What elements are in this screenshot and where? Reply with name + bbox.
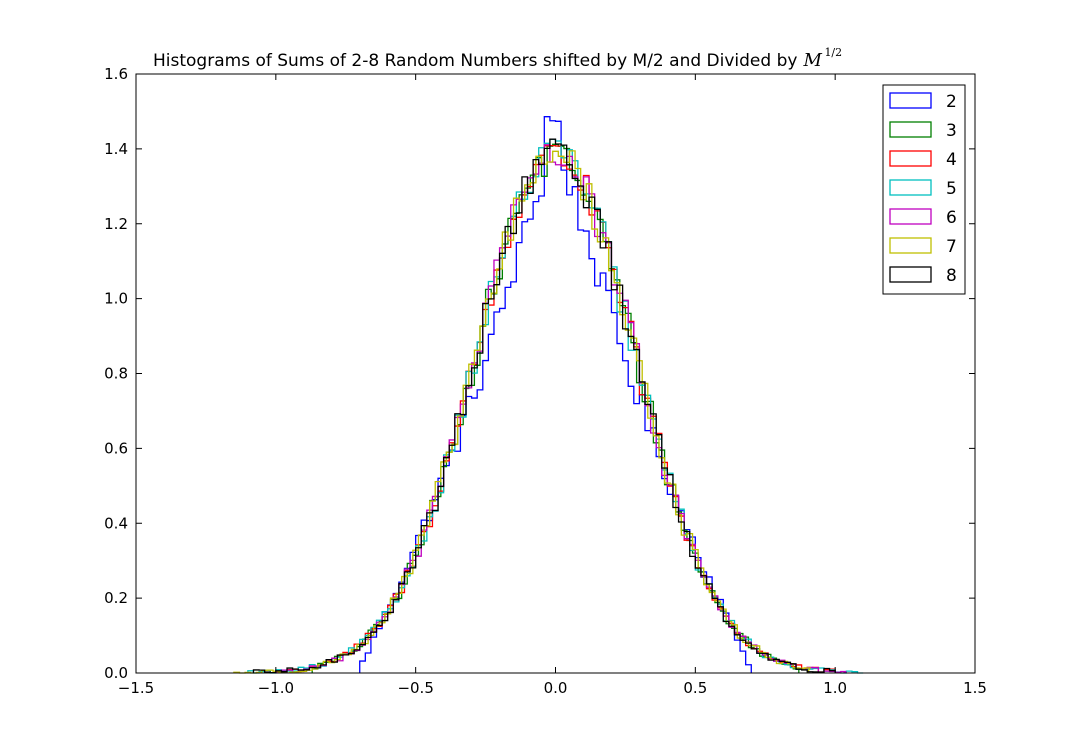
x-tick-label: −0.5 [397, 679, 433, 697]
x-tick-label: −1.5 [118, 679, 154, 697]
legend-box [882, 84, 966, 295]
y-tick-label: 0.4 [104, 514, 128, 532]
histogram-series-6 [275, 144, 847, 674]
chart-title-math: M [802, 50, 822, 71]
histogram-series-layer [233, 116, 864, 674]
y-tick-label: 0.8 [104, 365, 128, 383]
x-tick-label: 0.5 [683, 679, 707, 697]
legend-label-2: 2 [946, 92, 957, 112]
y-tick-label: 1.4 [104, 140, 128, 158]
legend-label-6: 6 [946, 208, 957, 228]
chart-title: Histograms of Sums of 2-8 Random Numbers… [153, 46, 842, 71]
plot-background [136, 74, 975, 673]
legend-swatch-6 [889, 208, 932, 225]
histogram-series-8 [252, 138, 836, 674]
legend-label-4: 4 [946, 150, 957, 170]
x-tick-label: −1.0 [258, 679, 294, 697]
x-tick-label: 1.0 [823, 679, 847, 697]
y-tick-label: 0.0 [104, 664, 128, 682]
x-tick-label: 0.0 [544, 679, 568, 697]
legend-swatch-4 [889, 150, 932, 167]
legend: 2 3 4 5 6 7 8 [882, 84, 966, 295]
legend-label-3: 3 [946, 121, 957, 141]
y-tick-label: 1.2 [104, 215, 128, 233]
y-tick-label: 0.6 [104, 439, 128, 457]
y-tick-label: 1.0 [104, 290, 128, 308]
axis-ticks [135, 73, 976, 674]
legend-swatch-5 [889, 179, 932, 196]
legend-label-5: 5 [946, 179, 957, 199]
chart-title-exponent: 1/2 [824, 46, 842, 59]
legend-swatch-7 [889, 237, 932, 254]
legend-label-7: 7 [946, 237, 957, 257]
legend-swatch-8 [889, 266, 932, 283]
y-axis-tick-labels: 0.0 0.2 0.4 0.6 0.8 1.0 1.2 1.4 1.6 [104, 65, 128, 682]
histogram-series-2 [359, 116, 752, 673]
plot-area [136, 74, 975, 673]
legend-label-8: 8 [946, 266, 957, 286]
x-tick-label: 1.5 [963, 679, 987, 697]
chart-title-text: Histograms of Sums of 2-8 Random Numbers… [153, 51, 797, 71]
legend-swatch-2 [889, 92, 932, 109]
x-axis-tick-labels: −1.5 −1.0 −0.5 0.0 0.5 1.0 1.5 [118, 679, 987, 697]
y-tick-label: 0.2 [104, 589, 128, 607]
y-tick-label: 1.6 [104, 65, 128, 83]
legend-swatch-3 [889, 121, 932, 138]
